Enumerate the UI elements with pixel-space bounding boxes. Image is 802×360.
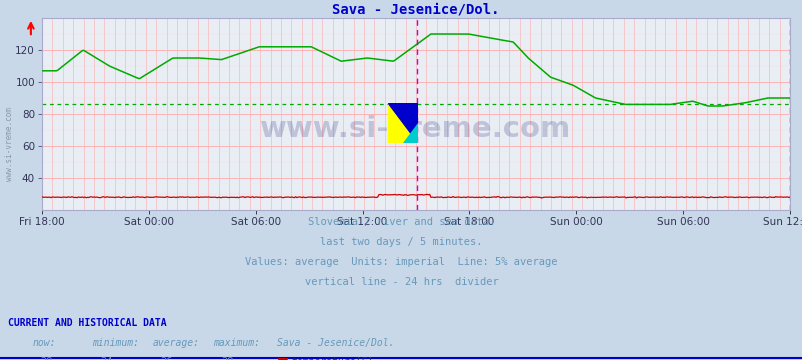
Polygon shape <box>403 123 418 143</box>
Text: 24: 24 <box>100 357 113 360</box>
Text: Slovenia / river and sea data.: Slovenia / river and sea data. <box>307 217 495 227</box>
Text: ■: ■ <box>277 355 289 360</box>
Text: www.si-vreme.com: www.si-vreme.com <box>260 115 571 143</box>
Text: average:: average: <box>152 338 200 348</box>
Text: last two days / 5 minutes.: last two days / 5 minutes. <box>320 237 482 247</box>
Text: 28: 28 <box>221 357 233 360</box>
Text: Sava - Jesenice/Dol.: Sava - Jesenice/Dol. <box>277 338 394 348</box>
Polygon shape <box>387 103 418 143</box>
Text: temperature[F]: temperature[F] <box>291 357 373 360</box>
Title: Sava - Jesenice/Dol.: Sava - Jesenice/Dol. <box>332 3 499 17</box>
Text: now:: now: <box>32 338 55 348</box>
Polygon shape <box>387 103 418 143</box>
Text: minimum:: minimum: <box>92 338 140 348</box>
Text: 26: 26 <box>160 357 173 360</box>
Text: Values: average  Units: imperial  Line: 5% average: Values: average Units: imperial Line: 5%… <box>245 257 557 267</box>
Text: CURRENT AND HISTORICAL DATA: CURRENT AND HISTORICAL DATA <box>8 318 167 328</box>
Text: 28: 28 <box>40 357 53 360</box>
Text: maximum:: maximum: <box>213 338 260 348</box>
Text: vertical line - 24 hrs  divider: vertical line - 24 hrs divider <box>304 276 498 287</box>
Text: www.si-vreme.com: www.si-vreme.com <box>5 107 14 181</box>
